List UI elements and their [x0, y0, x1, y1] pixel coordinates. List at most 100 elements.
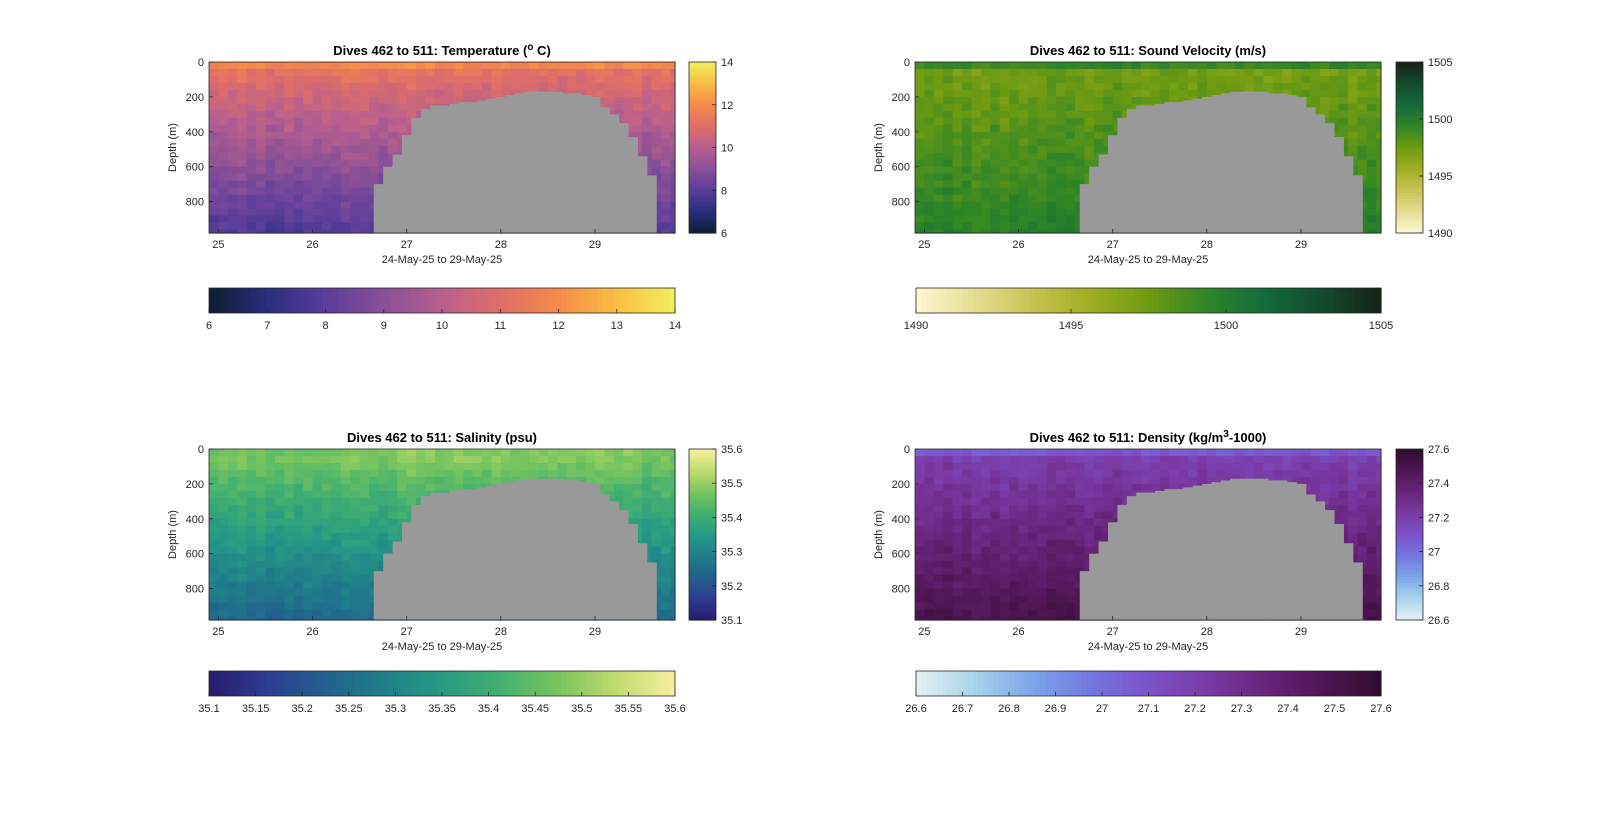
- heatmap-cell: [265, 504, 276, 513]
- seafloor-column: [1164, 102, 1175, 233]
- colorbar-swatch: [1184, 288, 1191, 313]
- heatmap-cell: [331, 532, 342, 541]
- heatmap-cell: [378, 469, 389, 478]
- colorbar-swatch: [1396, 81, 1423, 86]
- colorbar-swatch: [1045, 288, 1051, 313]
- heatmap-cell: [331, 194, 342, 203]
- heatmap-cell: [284, 449, 295, 457]
- heatmap-cell: [999, 159, 1010, 168]
- heatmap-cell: [350, 124, 361, 133]
- heatmap-cell: [256, 222, 267, 231]
- heatmap-cell: [209, 539, 220, 548]
- colorbar-tick-label: 14: [721, 57, 733, 69]
- heatmap-cell: [980, 173, 991, 182]
- colorbar-swatch: [689, 144, 716, 149]
- heatmap-cell: [359, 560, 370, 569]
- heatmap-cell: [293, 595, 304, 604]
- colorbar-swatch: [1329, 288, 1336, 313]
- heatmap-cell: [256, 68, 267, 77]
- heatmap-cell: [642, 525, 653, 534]
- heatmap-cell: [1046, 222, 1057, 231]
- heatmap-cell: [632, 89, 643, 98]
- heatmap-cell: [256, 180, 267, 189]
- heatmap-cell: [1084, 455, 1095, 464]
- heatmap-cell: [453, 449, 464, 457]
- heatmap-cell: [980, 215, 991, 224]
- heatmap-cell: [284, 476, 295, 485]
- heatmap-cell: [397, 110, 408, 119]
- colorbar-swatch: [374, 288, 381, 313]
- heatmap-cell: [660, 96, 671, 105]
- heatmap-cell: [962, 609, 973, 618]
- heatmap-cell: [274, 483, 285, 492]
- heatmap-cell: [1084, 75, 1095, 84]
- heatmap-cell: [999, 117, 1010, 126]
- heatmap-cell: [218, 222, 229, 231]
- colorbar-swatch: [561, 671, 567, 696]
- heatmap-cell: [303, 124, 314, 133]
- colorbar-swatch: [689, 486, 716, 490]
- heatmap-cell: [293, 201, 304, 210]
- heatmap-cell: [359, 187, 370, 196]
- heatmap-cell: [943, 89, 954, 98]
- heatmap-cell: [246, 455, 257, 464]
- heatmap-cell: [980, 89, 991, 98]
- heatmap-cell: [990, 166, 1001, 175]
- heatmap-cell: [1084, 82, 1095, 91]
- colorbar-swatch: [229, 671, 236, 696]
- heatmap-cell: [1009, 194, 1020, 203]
- heatmap-cell: [1018, 208, 1029, 217]
- heatmap-cell: [265, 166, 276, 175]
- heatmap-cell: [265, 124, 276, 133]
- colorbar-swatch: [586, 288, 593, 313]
- heatmap-cell: [962, 208, 973, 217]
- heatmap-cell: [632, 75, 643, 84]
- heatmap-cell: [557, 82, 568, 91]
- heatmap-cell: [1131, 62, 1142, 70]
- colorbar-swatch: [353, 288, 360, 313]
- heatmap-cell: [218, 159, 229, 168]
- seafloor-column: [1098, 154, 1109, 233]
- heatmap-cell: [980, 469, 991, 478]
- heatmap-cell: [1075, 518, 1086, 527]
- heatmap-cell: [933, 490, 944, 499]
- heatmap-cell: [434, 62, 445, 70]
- heatmap-cell: [387, 138, 398, 147]
- heatmap-cell: [632, 68, 643, 77]
- heatmap-cell: [915, 222, 926, 231]
- heatmap-cell: [1140, 75, 1151, 84]
- heatmap-cell: [1037, 511, 1048, 520]
- heatmap-cell: [990, 103, 1001, 112]
- colorbar-swatch: [1298, 288, 1305, 313]
- heatmap-cell: [237, 131, 248, 140]
- heatmap-cell: [227, 152, 238, 161]
- heatmap-cell: [256, 567, 267, 576]
- heatmap-cell: [529, 82, 540, 91]
- heatmap-cell: [265, 553, 276, 562]
- heatmap-cell: [321, 75, 332, 84]
- heatmap-cell: [651, 449, 662, 457]
- heatmap-cell: [1056, 75, 1067, 84]
- heatmap-cell: [915, 588, 926, 597]
- heatmap-cell: [1056, 138, 1067, 147]
- colorbar-swatch: [1396, 150, 1423, 154]
- colorbar-swatch: [689, 141, 716, 146]
- heatmap-cell: [1131, 75, 1142, 84]
- heatmap-cell: [660, 602, 671, 611]
- heatmap-cell: [980, 490, 991, 499]
- heatmap-cell: [915, 75, 926, 84]
- heatmap-cell: [303, 609, 314, 618]
- heatmap-cell: [1112, 75, 1123, 84]
- colorbar-swatch: [509, 288, 516, 313]
- heatmap-cell: [1093, 455, 1104, 464]
- heatmap-cell: [933, 110, 944, 119]
- heatmap-cell: [397, 476, 408, 485]
- heatmap-cell: [651, 166, 662, 175]
- heatmap-cell: [962, 173, 973, 182]
- heatmap-cell: [1037, 449, 1048, 457]
- colorbar-swatch: [618, 288, 624, 313]
- heatmap-cell: [623, 62, 634, 70]
- heatmap-cell: [227, 75, 238, 84]
- heatmap-cell: [321, 173, 332, 182]
- heatmap-cell: [256, 117, 267, 126]
